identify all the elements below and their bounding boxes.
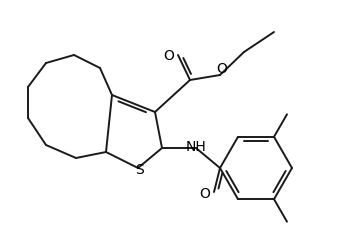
Text: O: O xyxy=(164,49,174,63)
Text: O: O xyxy=(217,62,227,76)
Text: NH: NH xyxy=(185,140,206,154)
Text: O: O xyxy=(200,187,210,201)
Text: S: S xyxy=(136,163,144,177)
